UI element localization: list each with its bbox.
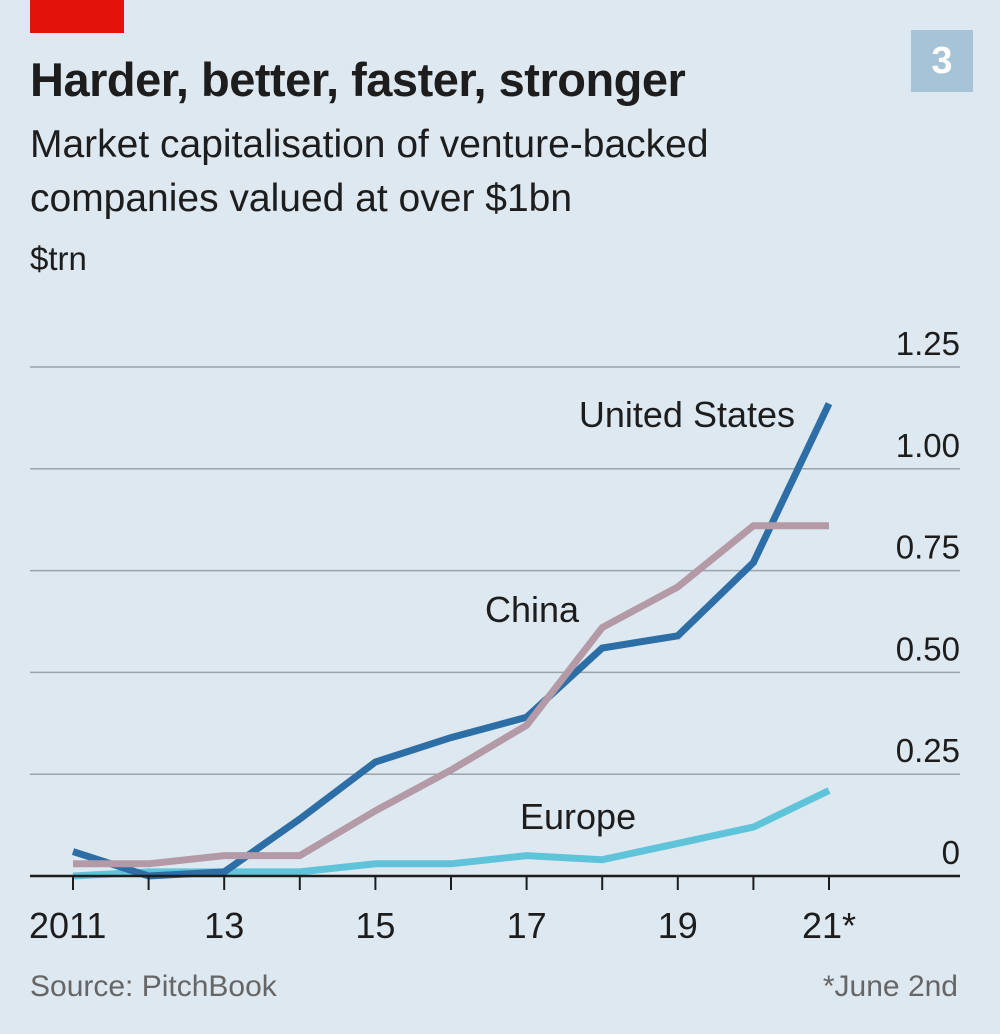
y-tick-labels: 0 0.25 0.50 0.75 1.00 1.25 (896, 325, 960, 871)
grid-lines (30, 366, 960, 775)
series-label-europe: Europe (520, 796, 636, 837)
y-tick-label-0-50: 0.50 (896, 630, 960, 667)
y-tick-label-0-25: 0.25 (896, 732, 960, 769)
x-axis (30, 874, 960, 890)
y-tick-label-0: 0 (942, 834, 960, 871)
chart-number-badge: 3 (911, 30, 973, 92)
x-tick-label-2011: 2011 (29, 905, 106, 946)
chart-title: Harder, better, faster, stronger (30, 53, 686, 106)
footnote: *June 2nd (822, 970, 958, 1003)
accent-bar (30, 0, 124, 33)
series-lines (71, 402, 833, 880)
y-tick-label-0-75: 0.75 (896, 529, 960, 566)
series-labels: United States China Europe (485, 394, 795, 837)
x-tick-label-21: 21* (802, 905, 856, 946)
chart-unit: $trn (30, 240, 87, 277)
x-tick-label-17: 17 (507, 905, 547, 946)
x-tick-labels: 2011 13 15 17 19 21* (29, 905, 856, 946)
x-tick-label-19: 19 (658, 905, 698, 946)
source-note: Source: PitchBook (30, 970, 277, 1003)
chart-subtitle: Market capitalisation of venture-backed … (30, 123, 709, 220)
x-tick-label-13: 13 (204, 905, 244, 946)
series-label-united-states: United States (579, 394, 795, 435)
x-tick-label-15: 15 (355, 905, 395, 946)
series-line-united-states (71, 402, 833, 880)
series-line-china (73, 522, 829, 868)
series-label-china: China (485, 589, 580, 630)
y-tick-label-1-00: 1.00 (896, 427, 960, 464)
y-tick-label-1-25: 1.25 (896, 325, 960, 362)
